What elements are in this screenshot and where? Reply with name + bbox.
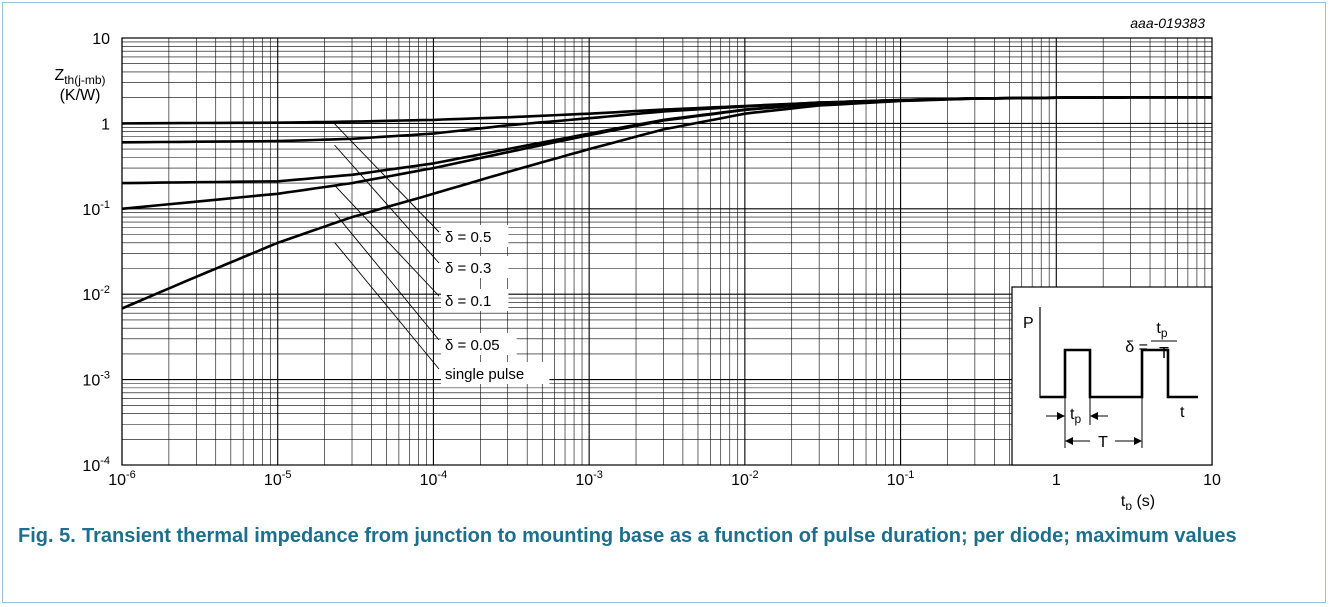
ylabel-main: Z (54, 67, 64, 84)
ylabel-sub: th(j-mb) (64, 73, 105, 87)
y-tick-exp-3: -2 (100, 284, 110, 296)
annotation-bg-2 (441, 289, 509, 311)
figure-id: aaa-019383 (1130, 15, 1205, 31)
y-tick-exp-5: -4 (100, 455, 110, 467)
inset-tp-main: t (1070, 406, 1075, 423)
y-tick-exp-4: -3 (100, 370, 110, 382)
annotation-labels: δ = 0.5 δ = 0.3 δ = 0.1 δ = 0.05 single puls… (441, 225, 550, 384)
callout-lines (334, 123, 440, 370)
x-tick-label-6: 1 (1052, 472, 1061, 489)
figure-caption-text: Transient thermal impedance from junctio… (82, 525, 1237, 547)
x-tick-label-4: 10-2 (731, 469, 759, 489)
x-tick-label-3: 10-3 (575, 469, 603, 489)
inset-frac-num-main: t (1156, 320, 1161, 337)
x-tick-exp-0: -6 (126, 469, 136, 481)
callout-line-3 (334, 212, 440, 341)
x-tick-base-2: 10 (420, 472, 438, 489)
xlabel-sub: p (1125, 499, 1132, 510)
y-tick-base-2: 10 (82, 202, 100, 219)
y-tick-label-3: 10-2 (82, 284, 110, 304)
x-tick-label-2: 10-4 (420, 469, 448, 489)
x-tick-label-7: 10 (1203, 472, 1221, 489)
callout-line-1 (334, 144, 440, 264)
callout-line-4 (334, 242, 440, 370)
ylabel-unit: (K/W) (60, 87, 101, 104)
annotation-label-0: δ = 0.5 (445, 229, 491, 246)
inset-pulse-train (1040, 348, 1198, 399)
annotation-bg-4 (441, 362, 550, 384)
svg-text:Zth(j-mb): Zth(j-mb) (54, 67, 105, 87)
y-tick-base-0: 10 (92, 31, 110, 48)
xlabel-main: t (1121, 493, 1126, 510)
annotation-label-2: δ = 0.1 (445, 293, 491, 310)
y-tick-label-5: 10-4 (82, 455, 110, 475)
annotation-bg-0 (441, 225, 509, 247)
y-tick-label-4: 10-3 (82, 370, 110, 390)
tick-labels: 10-6 10-5 10-4 10-3 10-2 10-1 1 1010110-110-210… (82, 31, 1221, 489)
x-tick-exp-1: -5 (282, 469, 292, 481)
plot-area (121, 37, 1213, 466)
inset-frac-num: tp (1156, 320, 1167, 340)
y-tick-base-5: 10 (82, 458, 100, 475)
annotation-bg-3 (441, 333, 517, 355)
x-tick-label-0: 10-6 (108, 469, 136, 489)
inset-frac-num-sub: p (1161, 326, 1168, 340)
svg-text:tp (s): tp (s) (1121, 493, 1155, 510)
inset-box (1011, 286, 1213, 466)
annotation-bg-1 (441, 256, 509, 278)
inset-tp-arrowhead-right (1090, 412, 1098, 420)
figure-caption: Fig. 5. Transient thermal impedance from… (18, 522, 1308, 550)
annotation-label-4: single pulse (445, 366, 524, 383)
series-group (121, 96, 1212, 310)
annotation-label-1: δ = 0.3 (445, 260, 491, 277)
y-tick-label-0: 10 (92, 31, 110, 48)
x-tick-base-5: 10 (887, 472, 905, 489)
grid (121, 38, 1212, 466)
inset-p-label: P (1023, 315, 1034, 332)
y-tick-exp-2: -1 (100, 199, 110, 211)
x-tick-exp-2: -4 (437, 469, 447, 481)
x-tick-base-4: 10 (731, 472, 749, 489)
xlabel-unit-text: (s) (1136, 493, 1155, 510)
callout-line-2 (334, 184, 440, 297)
x-axis-title: tp (s) (1121, 493, 1155, 510)
x-tick-exp-4: -2 (749, 469, 759, 481)
x-tick-base-1: 10 (264, 472, 282, 489)
inset-tp-arrowhead-left (1057, 412, 1065, 420)
inset-T-arrowhead-right (1134, 437, 1142, 445)
x-tick-base-3: 10 (575, 472, 593, 489)
y-tick-base-3: 10 (82, 287, 100, 304)
y-tick-base-4: 10 (82, 373, 100, 390)
y-tick-label-2: 10-1 (82, 199, 110, 219)
x-tick-label-5: 10-1 (887, 469, 915, 489)
inset-t-label: t (1180, 404, 1185, 421)
pulse-inset: P t δ = tp T tp T (1011, 286, 1213, 466)
x-tick-base-6: 1 (1052, 472, 1061, 489)
series-line-4 (121, 96, 1212, 310)
inset-tp-label: tp (1070, 406, 1081, 426)
inset-T-arrowhead-left (1065, 437, 1073, 445)
y-tick-label-1: 1 (101, 116, 110, 133)
x-tick-exp-5: -1 (905, 469, 915, 481)
inset-tp-sub: p (1074, 412, 1081, 426)
inset-period-label: T (1098, 434, 1108, 451)
y-tick-base-1: 1 (101, 116, 110, 133)
inset-frac-den: T (1159, 345, 1169, 362)
thermal-impedance-chart: δ = 0.5 δ = 0.3 δ = 0.1 δ = 0.05 single puls… (54, 15, 1221, 510)
x-tick-base-0: 10 (108, 472, 126, 489)
x-tick-base-7: 10 (1203, 472, 1221, 489)
y-axis-title: Zth(j-mb) (K/W) (54, 67, 105, 104)
x-tick-exp-3: -3 (593, 469, 603, 481)
x-tick-label-1: 10-5 (264, 469, 292, 489)
annotation-label-3: δ = 0.05 (445, 337, 500, 354)
figure-number: Fig. 5. (18, 525, 76, 547)
inset-delta: δ = (1125, 339, 1148, 356)
series-line-3 (121, 96, 1212, 211)
